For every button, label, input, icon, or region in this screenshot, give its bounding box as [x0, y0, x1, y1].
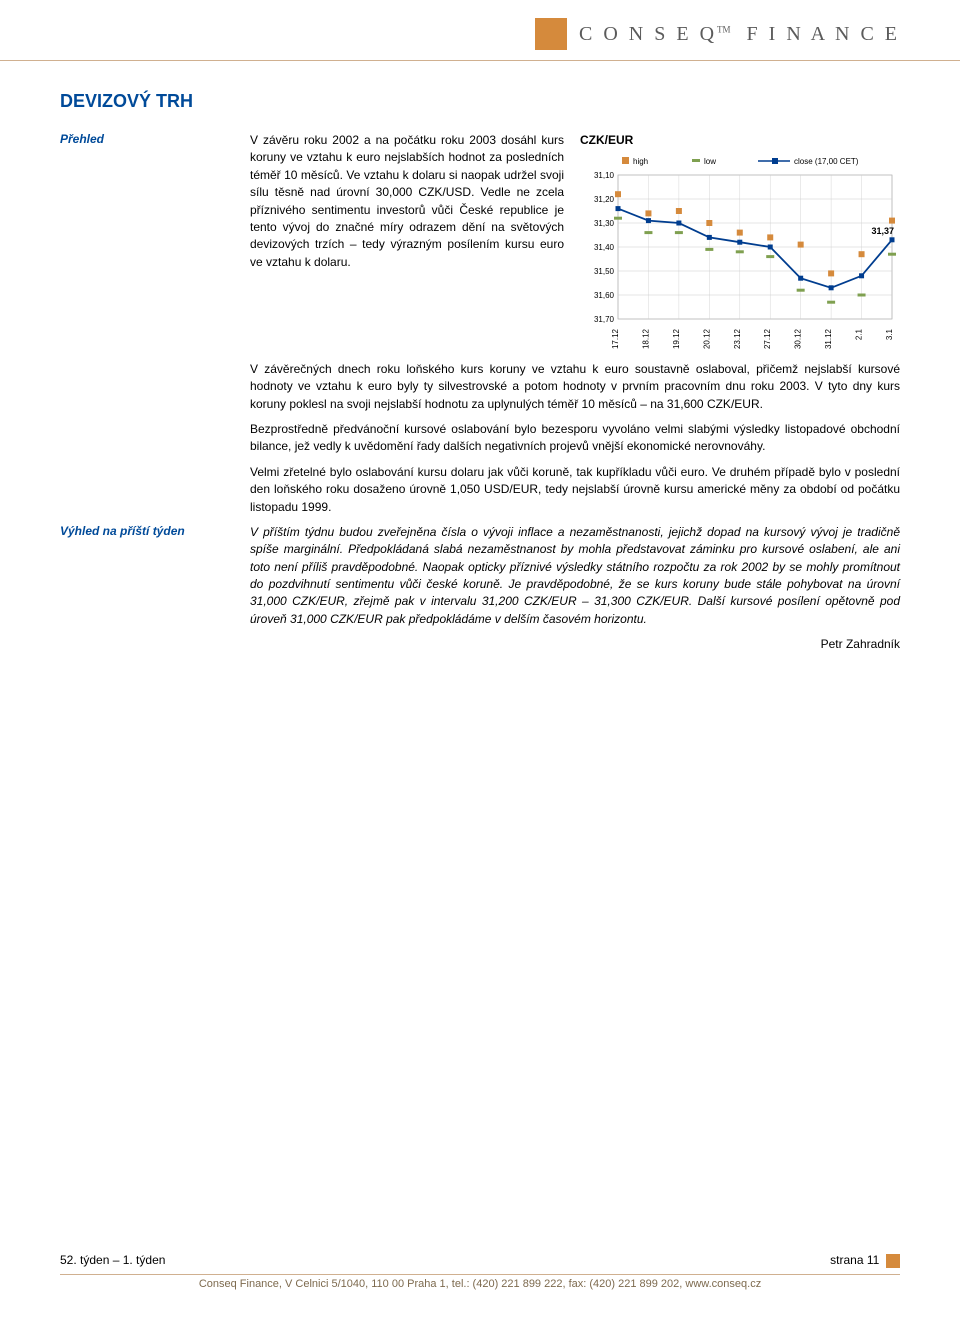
chart-title: CZK/EUR: [580, 132, 900, 149]
svg-text:23.12: 23.12: [733, 329, 742, 350]
page-title: DEVIZOVÝ TRH: [60, 91, 900, 112]
svg-text:31.12: 31.12: [824, 329, 833, 350]
svg-text:31,10: 31,10: [594, 171, 615, 180]
chart-svg: high low close (17,00 CET) 31,10 31,20 31,30 3…: [580, 155, 900, 355]
footer-right-wrap: strana 11: [830, 1253, 900, 1268]
content: DEVIZOVÝ TRH Přehled V závěru roku 2002 …: [0, 61, 960, 654]
overview-p3: Bezprostředně předvánoční kursové oslabo…: [250, 421, 900, 456]
intro-with-chart: V závěru roku 2002 a na počátku roku 200…: [250, 132, 900, 361]
svg-text:20.12: 20.12: [702, 329, 711, 350]
footer: 52. týden – 1. týden strana 11 Conseq Fi…: [60, 1253, 900, 1290]
logo-brand-2: F I N A N C E: [747, 23, 900, 45]
svg-text:31,30: 31,30: [594, 219, 615, 228]
outlook-row: Výhled na příští týden V příštím týdnu b…: [60, 524, 900, 654]
author: Petr Zahradník: [250, 636, 900, 653]
footer-contact: Conseq Finance, V Celnici 5/1040, 110 00…: [60, 1278, 900, 1290]
overview-body: V závěru roku 2002 a na počátku roku 200…: [250, 132, 900, 524]
svg-text:19.12: 19.12: [672, 329, 681, 350]
overview-p4: Velmi zřetelné bylo oslabování kursu dol…: [250, 464, 900, 516]
page: C O N S E QTM F I N A N C E DEVIZOVÝ TRH…: [0, 0, 960, 1320]
svg-text:3.1: 3.1: [885, 329, 894, 341]
svg-text:low: low: [704, 157, 716, 166]
header: C O N S E QTM F I N A N C E: [0, 0, 960, 61]
svg-text:close (17,00 CET): close (17,00 CET): [794, 157, 859, 166]
svg-text:31,40: 31,40: [594, 243, 615, 252]
logo-text: C O N S E QTM F I N A N C E: [579, 23, 900, 46]
overview-p2: V závěrečných dnech roku loňského kurs k…: [250, 361, 900, 413]
svg-text:31,60: 31,60: [594, 291, 615, 300]
overview-intro: V závěru roku 2002 a na počátku roku 200…: [250, 132, 580, 271]
svg-text:31,20: 31,20: [594, 195, 615, 204]
footer-right: strana 11: [830, 1253, 879, 1267]
logo-brand-1: C O N S E Q: [579, 23, 717, 45]
svg-text:2.1: 2.1: [855, 329, 864, 341]
overview-label: Přehled: [60, 132, 250, 524]
footer-square-icon: [886, 1254, 900, 1268]
logo-tm: TM: [717, 24, 731, 34]
outlook-p1: V příštím týdnu budou zveřejněna čísla o…: [250, 524, 900, 628]
footer-divider: Conseq Finance, V Celnici 5/1040, 110 00…: [60, 1274, 900, 1290]
logo-square-icon: [535, 18, 567, 50]
czk-eur-chart: CZK/EUR high low close (17,00 CET) 31,10 31,…: [580, 132, 900, 361]
outlook-label: Výhled na příští týden: [60, 524, 250, 654]
svg-text:30.12: 30.12: [794, 329, 803, 350]
svg-text:18.12: 18.12: [641, 329, 650, 350]
svg-text:high: high: [633, 157, 648, 166]
outlook-body: V příštím týdnu budou zveřejněna čísla o…: [250, 524, 900, 654]
svg-text:31,70: 31,70: [594, 315, 615, 324]
svg-text:31,37: 31,37: [871, 226, 894, 236]
svg-text:17.12: 17.12: [611, 329, 620, 350]
footer-left: 52. týden – 1. týden: [60, 1253, 165, 1268]
svg-text:27.12: 27.12: [763, 329, 772, 350]
svg-text:31,50: 31,50: [594, 267, 615, 276]
overview-row: Přehled V závěru roku 2002 a na počátku …: [60, 132, 900, 524]
footer-top: 52. týden – 1. týden strana 11: [60, 1253, 900, 1272]
